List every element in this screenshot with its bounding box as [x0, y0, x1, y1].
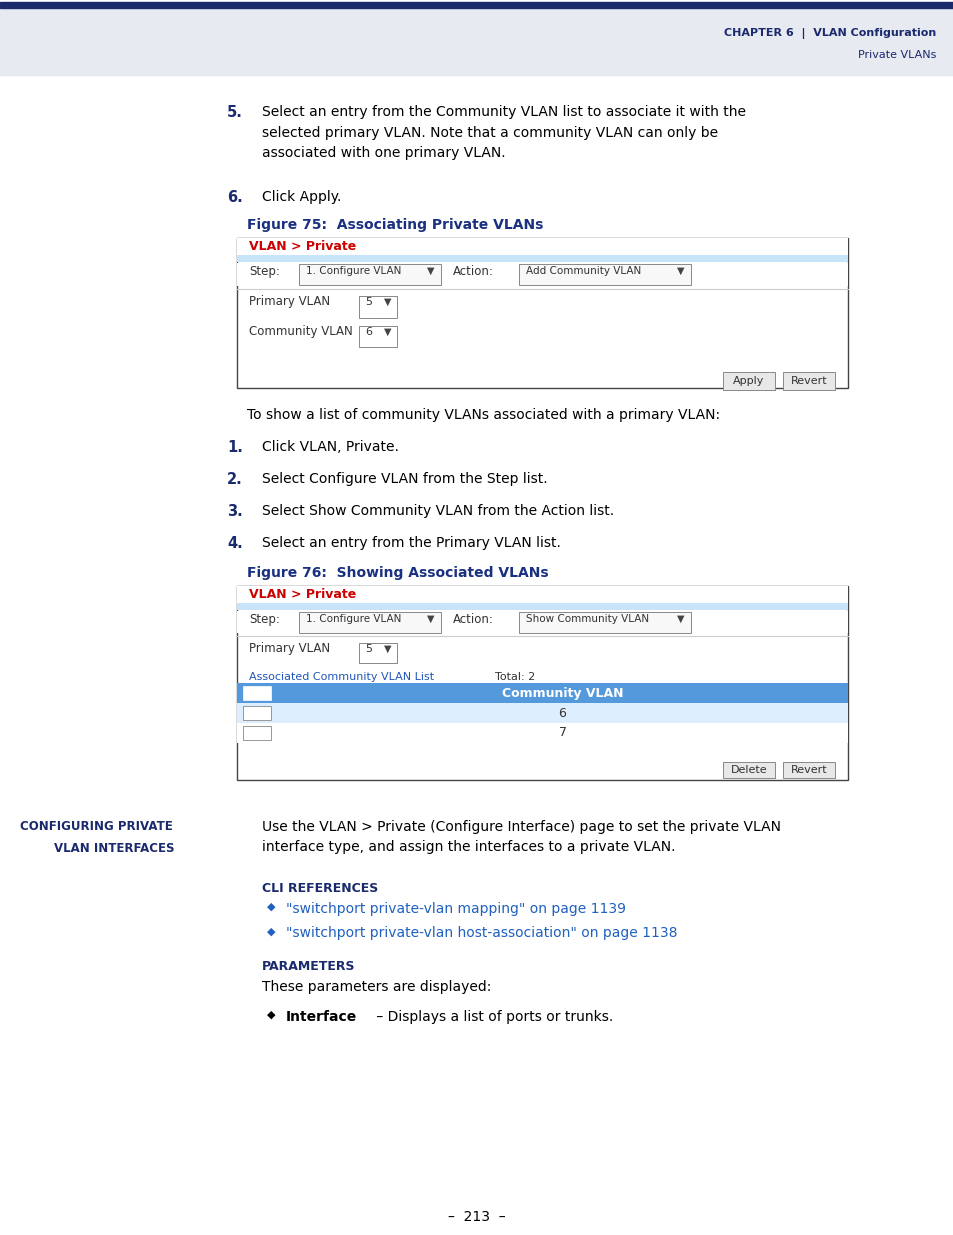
Text: Select an entry from the Primary VLAN list.: Select an entry from the Primary VLAN li… [262, 536, 560, 550]
Bar [298, 264, 440, 285]
Bar [782, 372, 834, 390]
Text: 1. Configure VLAN: 1. Configure VLAN [306, 614, 401, 624]
Text: ◆: ◆ [267, 902, 275, 911]
Text: Figure 76:  Showing Associated VLANs: Figure 76: Showing Associated VLANs [247, 566, 548, 580]
Text: Revert: Revert [790, 764, 826, 776]
Bar [236, 722, 847, 743]
Bar [358, 326, 396, 347]
Bar [782, 762, 834, 778]
Text: ◆: ◆ [267, 926, 275, 936]
Text: Apply: Apply [733, 375, 764, 387]
Text: Action:: Action: [453, 266, 494, 278]
Bar [236, 603, 847, 610]
Text: Select an entry from the Community VLAN list to associate it with the
selected p: Select an entry from the Community VLAN … [262, 105, 745, 161]
Text: Select Configure VLAN from the Step list.: Select Configure VLAN from the Step list… [262, 472, 547, 487]
Bar [243, 726, 271, 740]
Text: 7: 7 [558, 726, 566, 740]
Text: ▼: ▼ [427, 266, 434, 275]
Text: Community VLAN: Community VLAN [249, 325, 353, 338]
Text: Associated Community VLAN List: Associated Community VLAN List [249, 672, 434, 682]
Bar [358, 296, 396, 317]
Bar [236, 703, 847, 722]
Text: –  213  –: – 213 – [448, 1210, 505, 1224]
Text: Show Community VLAN: Show Community VLAN [525, 614, 648, 624]
Text: Interface: Interface [286, 1010, 356, 1024]
Text: Private VLANs: Private VLANs [857, 49, 935, 61]
Text: Revert: Revert [790, 375, 826, 387]
Text: CLI REFERENCES: CLI REFERENCES [262, 882, 377, 895]
Text: Step:: Step: [249, 613, 279, 626]
Text: Select Show Community VLAN from the Action list.: Select Show Community VLAN from the Acti… [262, 504, 614, 517]
Bar [236, 238, 847, 388]
Text: ▼: ▼ [384, 296, 391, 308]
Text: VLAN > Private: VLAN > Private [249, 240, 355, 253]
Text: Click Apply.: Click Apply. [262, 190, 341, 204]
Bar [236, 683, 847, 703]
Text: CONFIGURING PRIVATE: CONFIGURING PRIVATE [20, 820, 172, 832]
Text: 5.: 5. [227, 105, 243, 120]
Bar [236, 585, 847, 608]
Text: 6: 6 [558, 706, 566, 720]
Text: Click VLAN, Private.: Click VLAN, Private. [262, 440, 398, 454]
Text: ▼: ▼ [384, 327, 391, 337]
Bar [243, 706, 271, 720]
Text: ▼: ▼ [384, 643, 391, 655]
Text: Community VLAN: Community VLAN [501, 687, 622, 699]
Text: 1.: 1. [227, 440, 243, 454]
Bar [518, 613, 690, 634]
Text: 5: 5 [365, 643, 372, 655]
Text: 4.: 4. [227, 536, 242, 551]
Text: Step:: Step: [249, 266, 279, 278]
Text: "switchport private-vlan host-association" on page 1138: "switchport private-vlan host-associatio… [286, 926, 677, 941]
Text: ▼: ▼ [427, 614, 434, 624]
Text: Primary VLAN: Primary VLAN [249, 642, 330, 655]
Bar [236, 263, 847, 287]
Bar [722, 762, 774, 778]
Text: 5: 5 [365, 296, 372, 308]
Bar [236, 611, 847, 634]
Bar [358, 643, 396, 663]
Bar [236, 238, 847, 261]
Text: VLAN INTERFACES: VLAN INTERFACES [54, 842, 174, 855]
Bar [722, 372, 774, 390]
Text: Action:: Action: [453, 613, 494, 626]
Text: – Displays a list of ports or trunks.: – Displays a list of ports or trunks. [372, 1010, 613, 1024]
Text: 1. Configure VLAN: 1. Configure VLAN [306, 266, 401, 275]
Bar [518, 264, 690, 285]
Text: ◆: ◆ [267, 1010, 275, 1020]
Text: Add Community VLAN: Add Community VLAN [525, 266, 640, 275]
Bar [0, 2, 953, 7]
Bar [236, 254, 847, 262]
Text: 6.: 6. [227, 190, 242, 205]
Text: 2.: 2. [227, 472, 242, 487]
Bar [0, 7, 953, 75]
Text: PARAMETERS: PARAMETERS [262, 960, 355, 973]
Text: "switchport private-vlan mapping" on page 1139: "switchport private-vlan mapping" on pag… [286, 902, 625, 916]
Text: Primary VLAN: Primary VLAN [249, 295, 330, 308]
Text: CHAPTER 6  |  VLAN Configuration: CHAPTER 6 | VLAN Configuration [723, 28, 935, 40]
Text: To show a list of community VLANs associated with a primary VLAN:: To show a list of community VLANs associ… [247, 408, 720, 422]
Text: VLAN > Private: VLAN > Private [249, 588, 355, 601]
Bar [243, 685, 271, 700]
Text: 6: 6 [365, 327, 372, 337]
Text: Total: 2: Total: 2 [495, 672, 535, 682]
Text: Figure 75:  Associating Private VLANs: Figure 75: Associating Private VLANs [247, 219, 543, 232]
Text: ▼: ▼ [677, 266, 684, 275]
Text: These parameters are displayed:: These parameters are displayed: [262, 981, 491, 994]
Bar [298, 613, 440, 634]
Text: 3.: 3. [227, 504, 242, 519]
Text: Use the VLAN > Private (Configure Interface) page to set the private VLAN
interf: Use the VLAN > Private (Configure Interf… [262, 820, 781, 855]
Text: ▼: ▼ [677, 614, 684, 624]
Text: Delete: Delete [730, 764, 766, 776]
Bar [236, 585, 847, 781]
